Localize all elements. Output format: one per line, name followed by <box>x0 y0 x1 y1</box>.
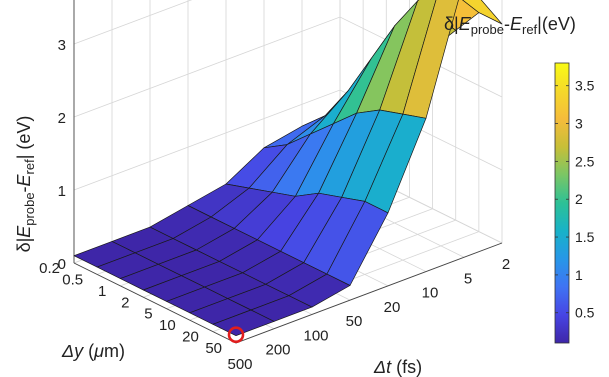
y-tick-label: 20 <box>384 299 401 316</box>
z-axis-label: δ|Eprobe-Eref| (eV) <box>14 116 37 253</box>
z-tick-label: 1 <box>58 183 66 200</box>
x-tick-label: 0.2 <box>39 260 60 277</box>
x-tick-label: 20 <box>182 329 199 346</box>
x-tick-label: 10 <box>159 317 176 334</box>
y-tick-label: 100 <box>303 327 328 344</box>
y-axis-ticks: 500 200 100 50 20 10 5 2 <box>227 256 510 373</box>
surface-cell <box>212 309 275 337</box>
colorbar-tick-label: 2.5 <box>575 153 595 169</box>
y-axis-label: Δt (fs) <box>373 357 422 377</box>
z-tick-label: 2 <box>58 110 66 127</box>
colorbar-tick-label: 1.5 <box>575 229 595 245</box>
colorbar-ticks: 0.5 1 1.5 2 2.5 3 3.5 <box>555 78 595 321</box>
colorbar-title: δ|Eprobe-Eref|(eV) <box>444 14 576 37</box>
x-tick-label: 50 <box>205 340 222 357</box>
colorbar <box>554 62 570 344</box>
y-tick-label: 2 <box>502 256 510 273</box>
x-tick-label: 5 <box>144 306 152 323</box>
z-axis-ticks: 01234 <box>58 37 66 273</box>
y-tick-label: 10 <box>422 285 439 302</box>
marker-circle <box>227 326 245 344</box>
colorbar-tick-label: 3 <box>575 116 583 132</box>
surface-cell <box>462 0 503 25</box>
colorbar-tick-label: 3.5 <box>575 78 595 94</box>
x-axis-label: Δy (μm) <box>61 341 125 361</box>
colorbar-tick-label: 1 <box>575 267 583 283</box>
highlight-marker <box>227 326 245 344</box>
z-tick-label: 3 <box>58 37 66 54</box>
colorbar-tick-label: 0.5 <box>575 305 595 321</box>
y-tick-label: 5 <box>464 270 472 287</box>
z-tick-label: 0 <box>58 256 66 273</box>
surface-mesh <box>73 0 503 337</box>
y-tick-label: 500 <box>227 356 252 373</box>
x-tick-label: 1 <box>98 283 106 300</box>
x-axis-ticks: 0.20.5 125 10 20 50 <box>39 260 222 357</box>
y-tick-label: 200 <box>265 342 290 359</box>
x-tick-label: 2 <box>121 294 129 311</box>
x-tick-label: 0.5 <box>62 271 83 288</box>
y-tick-label: 50 <box>346 313 363 330</box>
colorbar-tick-label: 2 <box>575 191 583 207</box>
